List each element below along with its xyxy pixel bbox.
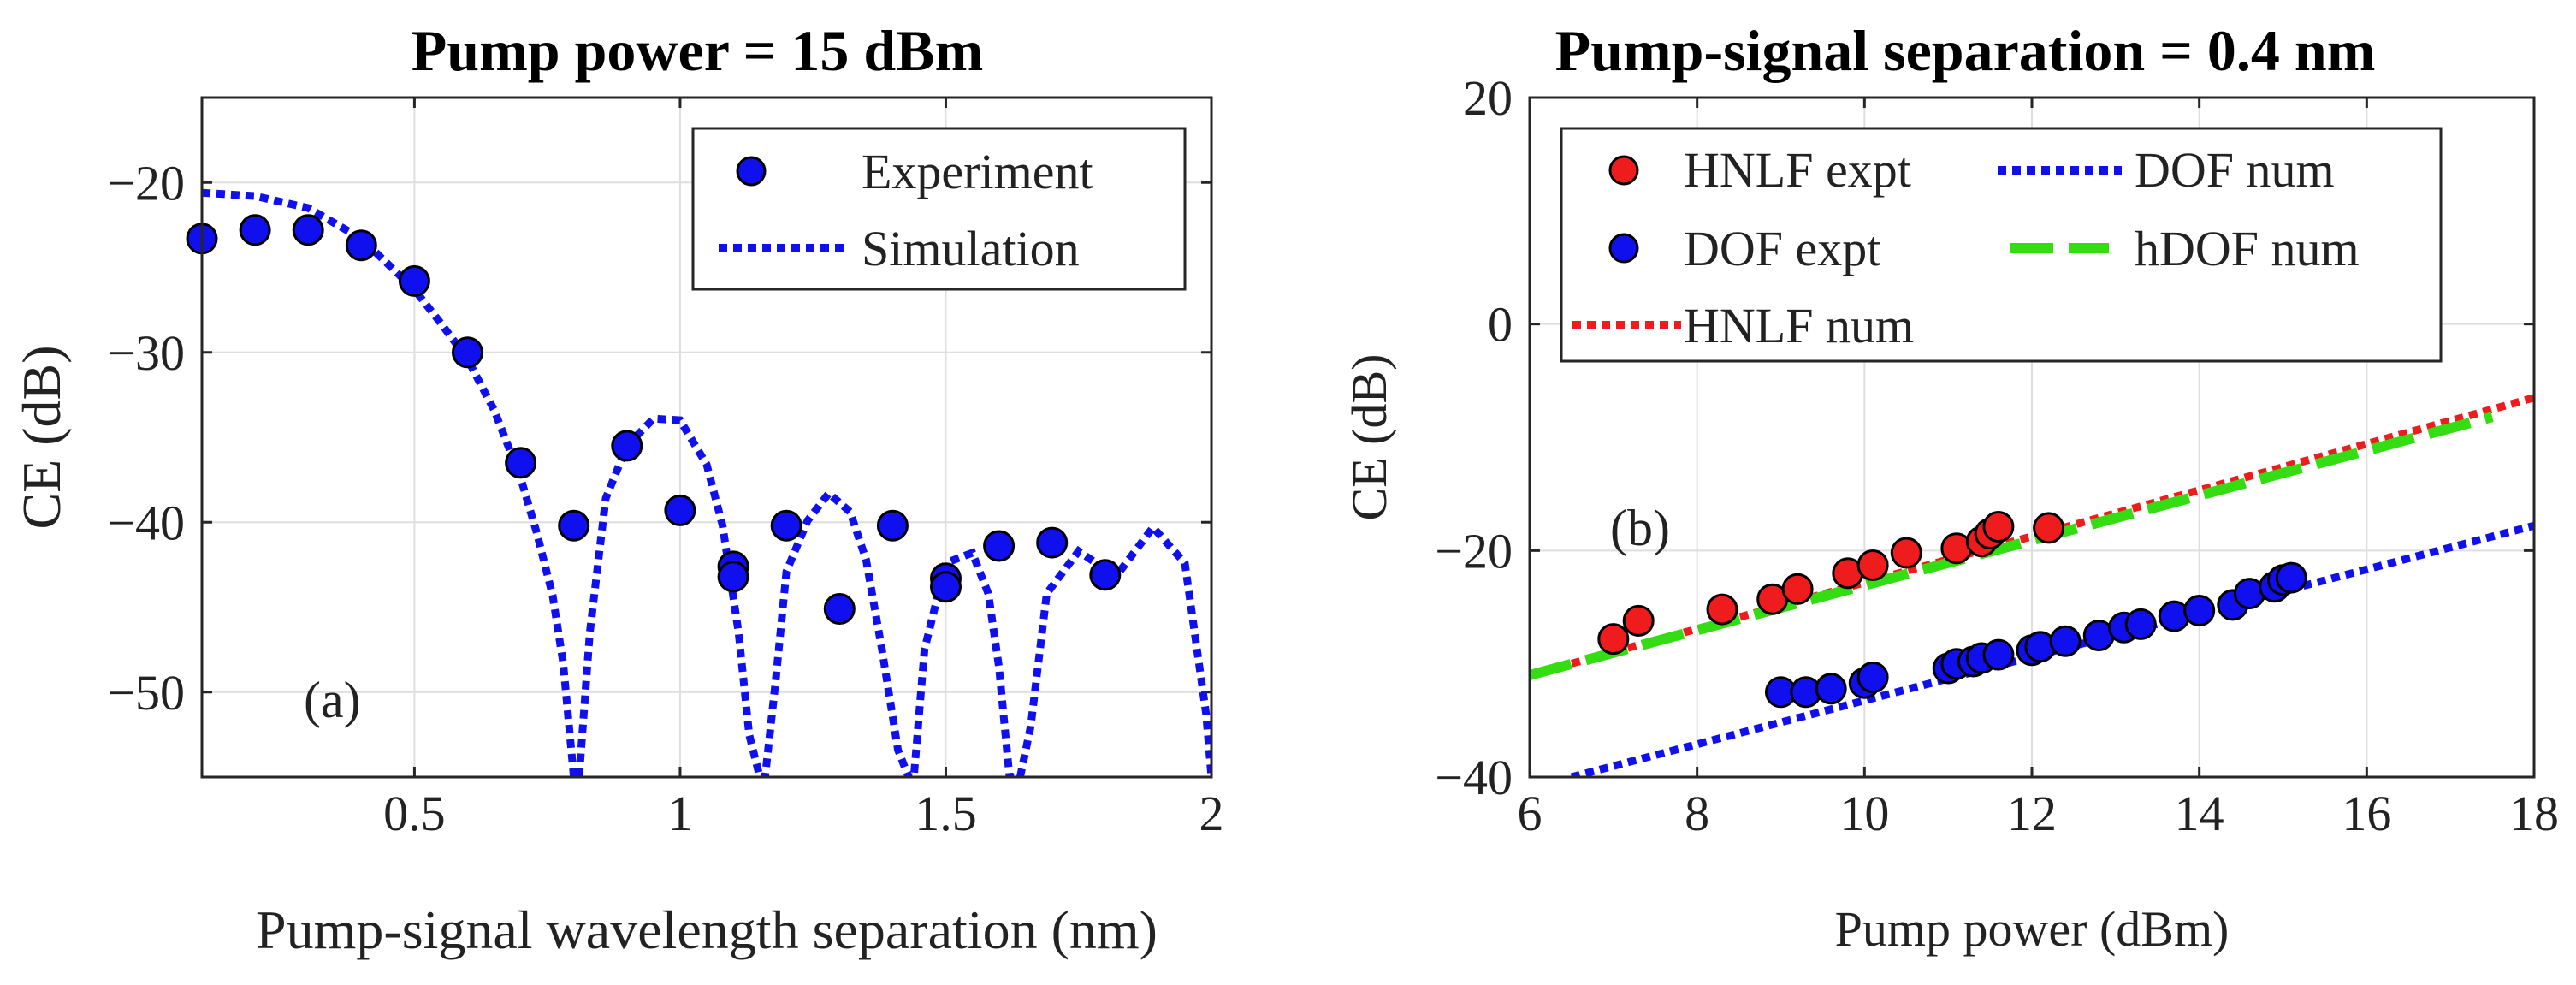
series-b-hnlf-expt-point [1781,573,1814,605]
series-a-experiment-point [398,264,430,297]
series-b-hnlf-expt-point [1982,511,2015,543]
legend-b-dof-expt-label: DOF expt [1684,221,1880,276]
chart-a-legend-box [691,127,1187,291]
chart-a-axes-box [200,96,1213,779]
chart-a-ytick-label: −20 [107,155,185,211]
legend-a-experiment-marker [736,156,767,187]
series-b-hnlf-expt-point [1622,604,1655,637]
series-b-dof-expt-point [2049,625,2082,657]
chart-b-xtick-label: 12 [2007,786,2057,841]
series-b-dof-expt-point [1856,662,1889,693]
chart-a-xtick-label: 2 [1199,786,1224,841]
series-b-dof-expt-point [1982,638,2015,671]
legend-a-simulation-label: Simulation [862,221,1080,276]
series-a-experiment-point [1036,526,1069,559]
chart-b-xtick-label: 18 [2509,786,2559,841]
chart-b-xtick-label: 16 [2342,786,2391,841]
series-b-dof-expt-point [2275,561,2307,594]
legend-b-hnlf-expt-label: HNLF expt [1684,142,1911,198]
series-b-hnlf-expt-point [2033,512,2065,544]
chart-a: Pump power = 15 dBm 0.5 1 1.5 2 −50 −40 −30 −2… [11,18,1224,960]
series-a-experiment-point [345,229,377,262]
series-a-experiment-point [664,494,696,526]
legend-b-hnlf-num-label: HNLF num [1684,298,1914,353]
series-a-experiment-point [452,336,483,369]
chart-b-xticks: 6 8 10 12 14 16 18 [1518,98,2559,841]
chart-b-ytick-label: −40 [1435,750,1513,805]
chart-a-ytick-label: −30 [107,325,185,381]
legend-b-dof-num-label: DOF num [2135,142,2335,198]
series-a-experiment-point [292,214,324,246]
chart-b-xlabel: Pump power (dBm) [1835,901,2230,957]
chart-a-xtick-label: 0.5 [383,786,446,841]
chart-b-panel-label: (b) [1610,500,1670,556]
series-a-experiment-point [558,509,590,542]
chart-b-ylabel: CE (dB) [1341,354,1397,521]
chart-b-series [1530,394,2534,777]
chart-a-title: Pump power = 15 dBm [412,18,983,83]
chart-b-xtick-label: 14 [2175,786,2224,841]
chart-b-ytick-label: −20 [1435,523,1513,579]
chart-a-panel-label: (a) [304,672,361,728]
chart-b-xtick-label: 6 [1518,786,1543,841]
series-b-hdof-num-line [1530,412,2494,680]
series-a-experiment-point [717,561,749,593]
chart-a-xtick-label: 1.5 [915,786,977,841]
chart-b: Pump-signal separation = 0.4 nm 6 8 10 12 14… [1341,18,2559,957]
chart-a-series [186,188,1211,777]
series-a-experiment-point [1089,559,1122,591]
chart-b-title: Pump-signal separation = 0.4 nm [1555,18,2376,83]
legend-b-dof-expt-marker [1608,233,1639,264]
series-b-hnlf-expt-point [1890,537,1922,569]
chart-a-xtick-label: 1 [667,786,692,841]
series-a-experiment-point [770,509,802,542]
legend-b-hdof-num-label: hDOF num [2135,221,2360,276]
series-a-experiment-point [983,530,1016,562]
series-b-hnlf-expt-point [1856,549,1889,581]
series-b-hnlf-expt-point [1706,593,1738,626]
chart-a-ytick-label: −50 [107,665,185,721]
series-a-experiment-point [239,214,271,246]
chart-a-ylabel: CE (dB) [11,345,72,529]
series-a-experiment-point [876,509,909,542]
legend-a-experiment-label: Experiment [862,144,1093,199]
series-a-experiment-point [505,447,537,479]
chart-a-xlabel: Pump-signal wavelength separation (nm) [256,899,1158,960]
series-a-experiment-point [611,430,643,462]
chart-b-xtick-label: 10 [1839,786,1889,841]
chart-b-legend: HNLF expt DOF expt HNLF num DOF num hDOF… [1560,127,2443,363]
chart-a-legend: Experiment Simulation [691,127,1187,291]
chart-b-axes-box [1528,96,2536,779]
series-b-hnlf-expt-point [1597,623,1630,656]
series-b-dof-expt-point [2183,595,2216,626]
chart-b-xtick-label: 8 [1685,786,1709,841]
chart-b-ytick-label: 0 [1488,297,1513,353]
series-a-experiment-point [930,571,962,603]
series-b-dof-expt-point [1815,673,1847,705]
series-a-simulation-line [202,188,1211,777]
chart-b-ytick-label: 20 [1463,70,1513,126]
chart-a-xticks: 0.5 1 1.5 2 [383,98,1224,841]
series-a-experiment-point [823,593,856,625]
chart-a-ytick-label: −40 [107,495,185,550]
legend-b-hnlf-expt-marker [1608,155,1639,186]
series-b-dof-expt-point [2124,608,2157,640]
chart-a-yticks: −50 −40 −30 −20 [107,155,1211,721]
